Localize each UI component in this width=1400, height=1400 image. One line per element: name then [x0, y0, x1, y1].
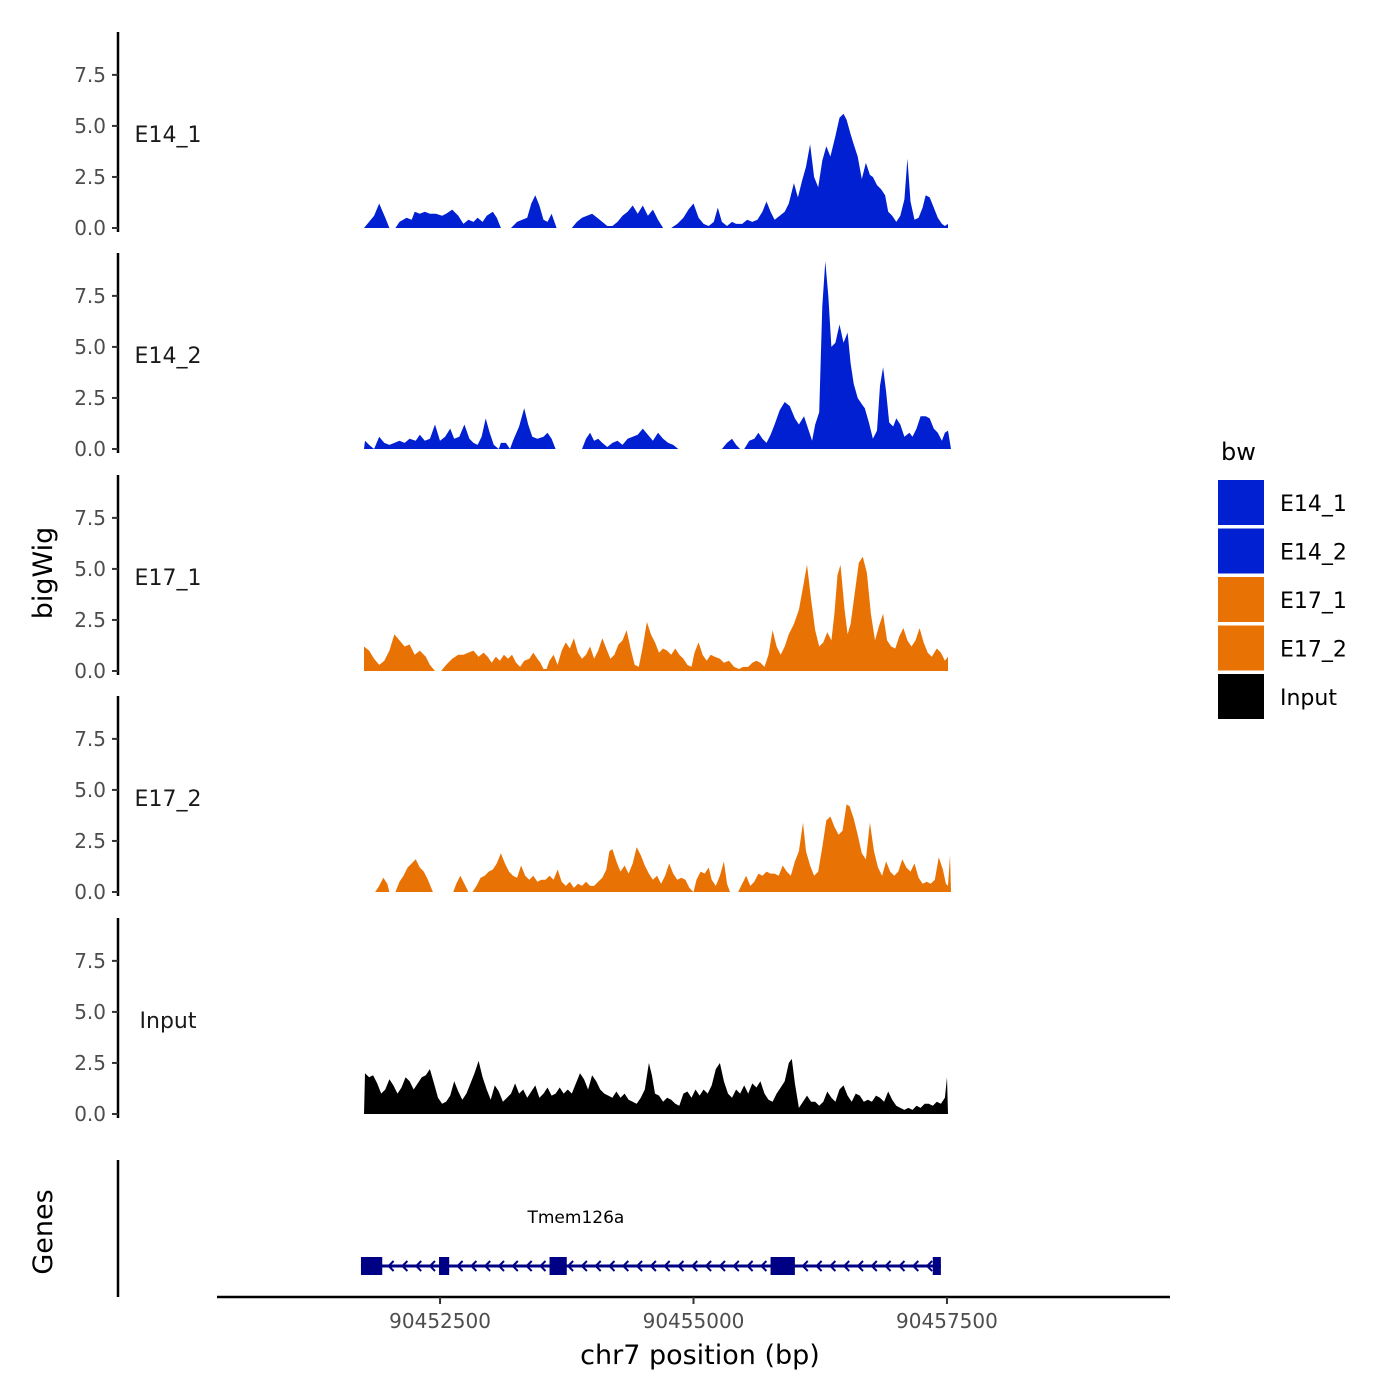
strand-arrow: [649, 1260, 657, 1272]
strand-arrow: [870, 1260, 878, 1272]
y-tick-label: 5.0: [74, 778, 106, 802]
y-tick-label: 2.5: [74, 386, 106, 410]
legend-label-Input: Input: [1280, 686, 1337, 711]
y-tick-label: 7.5: [74, 284, 106, 308]
strand-arrow: [815, 1260, 823, 1272]
panel-Input: 0.0 2.5 5.0 7.5 Input: [74, 918, 948, 1126]
strand-arrow: [497, 1260, 505, 1272]
gene-label: Tmem126a: [526, 1208, 624, 1228]
gene-panel: Tmem126a: [116, 1160, 941, 1297]
y-tick-label: 5.0: [74, 557, 106, 581]
y-tick-label: 0.0: [74, 1102, 106, 1126]
strand-arrow: [828, 1260, 837, 1272]
strand-arrow: [483, 1260, 491, 1272]
legend-label-E17_1: E17_1: [1280, 589, 1347, 614]
y-tick-label: 7.5: [74, 727, 106, 751]
coverage-area-E14_1: [364, 113, 948, 228]
track-label-E17_1: E17_1: [135, 566, 202, 591]
strand-arrow: [511, 1260, 519, 1272]
strand-arrow: [539, 1260, 547, 1272]
strand-arrow: [746, 1260, 754, 1272]
x-tick-label: 90452500: [389, 1309, 491, 1333]
y-tick-label: 2.5: [74, 829, 106, 853]
legend-swatch-Input: [1218, 674, 1264, 719]
coverage-panels: 0.0 2.5 5.0 7.5 E14_1 0.0 2.5 5.0 7.5 E14_2 0.0 2.5…: [74, 32, 951, 1126]
track-label-E14_2: E14_2: [135, 344, 202, 369]
strand-arrow: [690, 1260, 699, 1272]
exon-block: [932, 1257, 941, 1275]
y-tick-label: 2.5: [74, 1051, 106, 1075]
y-tick-label: 5.0: [74, 335, 106, 359]
strand-arrow: [911, 1260, 920, 1272]
y-tick-label: 0.0: [74, 437, 106, 461]
strand-arrow: [842, 1260, 850, 1272]
strand-arrow: [594, 1260, 602, 1272]
strand-arrow: [718, 1260, 726, 1272]
y-tick-label: 2.5: [74, 165, 106, 189]
legend-label-E14_2: E14_2: [1280, 541, 1347, 566]
legend-title: bw: [1221, 438, 1256, 466]
panel-E17_1: 0.0 2.5 5.0 7.5 E17_1: [74, 475, 948, 683]
legend-swatch-E14_2: [1218, 528, 1264, 574]
x-axis: 90452500 90455000 90457500: [217, 1295, 1170, 1333]
coverage-area-E17_2: [375, 804, 951, 892]
y-axis-title: bigWig: [28, 527, 59, 620]
coverage-area-Input: [364, 1058, 948, 1114]
legend-label-E14_1: E14_1: [1280, 492, 1347, 517]
y-tick-label: 0.0: [74, 216, 106, 240]
strand-arrow: [621, 1260, 630, 1272]
strand-arrow: [704, 1260, 712, 1272]
x-tick-label: 90457500: [896, 1309, 998, 1333]
track-label-E17_2: E17_2: [135, 787, 202, 812]
strand-arrow: [801, 1260, 809, 1272]
strand-arrow: [898, 1260, 906, 1272]
legend-label-E17_2: E17_2: [1280, 638, 1347, 663]
coverage-area-E17_1: [364, 556, 948, 671]
strand-arrow: [456, 1260, 464, 1272]
y-tick-label: 0.0: [74, 659, 106, 683]
strand-arrow: [525, 1260, 533, 1272]
panel-E14_2: 0.0 2.5 5.0 7.5 E14_2: [74, 253, 951, 461]
strand-arrow: [414, 1260, 422, 1272]
strand-arrow: [580, 1260, 588, 1272]
strand-arrow: [732, 1260, 740, 1272]
strand-arrow: [884, 1260, 892, 1272]
y-tick-label: 7.5: [74, 63, 106, 87]
exon-block: [360, 1257, 383, 1275]
y-tick-label: 7.5: [74, 949, 106, 973]
track-label-Input: Input: [140, 1009, 197, 1034]
exon-block: [549, 1257, 567, 1275]
strand-arrow: [469, 1260, 478, 1272]
strand-arrow: [925, 1260, 933, 1272]
strand-arrow: [428, 1260, 436, 1272]
exon-block: [770, 1257, 795, 1275]
strand-arrow: [677, 1260, 685, 1272]
y-tick-label: 5.0: [74, 1000, 106, 1024]
strand-arrow: [759, 1260, 768, 1272]
strand-arrow: [566, 1260, 574, 1272]
panel-E17_2: 0.0 2.5 5.0 7.5 E17_2: [74, 696, 951, 904]
strand-arrow: [635, 1260, 643, 1272]
legend-swatch-E17_2: [1218, 625, 1264, 671]
gene-panel-title: Genes: [28, 1189, 59, 1274]
y-tick-label: 2.5: [74, 608, 106, 632]
coverage-area-E14_2: [364, 261, 951, 449]
strand-arrow: [608, 1260, 616, 1272]
y-tick-label: 5.0: [74, 114, 106, 138]
track-label-E14_1: E14_1: [135, 123, 202, 148]
y-tick-label: 0.0: [74, 880, 106, 904]
panel-E14_1: 0.0 2.5 5.0 7.5 E14_1: [74, 32, 948, 240]
strand-arrow: [663, 1260, 671, 1272]
legend-swatch-E17_1: [1218, 577, 1264, 622]
y-tick-label: 7.5: [74, 506, 106, 530]
x-tick-label: 90455000: [643, 1309, 745, 1333]
strand-arrow: [856, 1260, 864, 1272]
exon-block: [439, 1257, 450, 1275]
strand-arrow: [400, 1260, 409, 1272]
x-axis-title: chr7 position (bp): [580, 1340, 820, 1371]
legend-swatch-E14_1: [1218, 480, 1264, 525]
legend: bw E14_1 E14_2 E17_1 E17_2 Input: [1218, 438, 1347, 719]
strand-arrow: [387, 1260, 395, 1272]
